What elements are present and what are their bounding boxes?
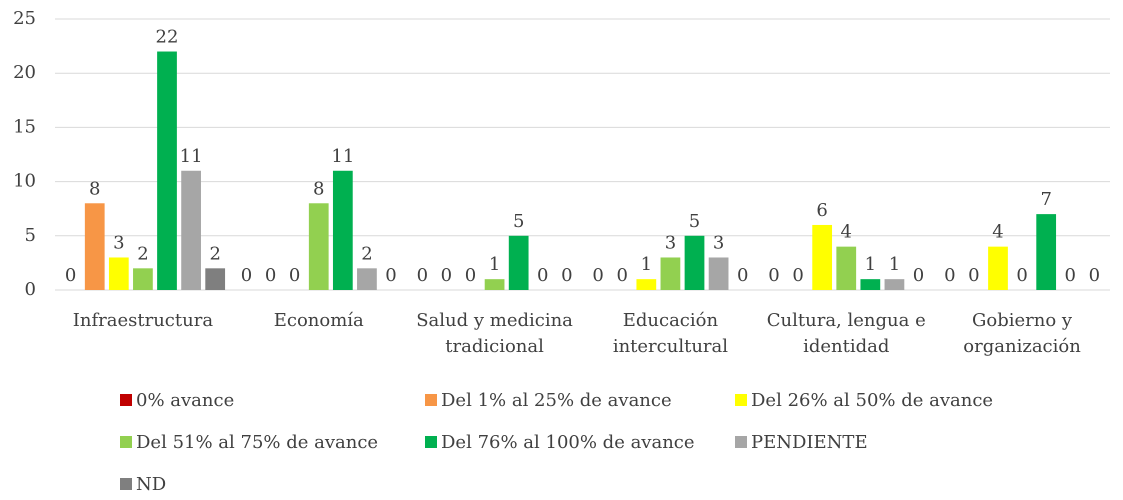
x-tick-label: Economía: [273, 310, 364, 331]
bar: [205, 268, 226, 290]
value-label: 0: [944, 265, 955, 286]
bar: [708, 257, 729, 290]
bar: [636, 279, 657, 290]
value-label: 0: [1089, 265, 1100, 286]
value-label: 2: [137, 243, 148, 264]
value-label: 11: [180, 146, 203, 167]
legend-item: Del 1% al 25% de avance: [425, 386, 735, 414]
value-label: 0: [768, 265, 779, 286]
bar: [84, 203, 105, 290]
bar: [660, 257, 681, 290]
value-label: 4: [992, 222, 1003, 243]
value-label: 0: [465, 265, 476, 286]
legend-swatch: [120, 436, 132, 448]
bar: [308, 203, 329, 290]
y-tick-label: 25: [13, 8, 36, 29]
legend-item: 0% avance: [120, 386, 425, 414]
value-label: 0: [241, 265, 252, 286]
legend-label: Del 76% al 100% de avance: [441, 431, 695, 453]
value-label: 0: [913, 265, 924, 286]
value-label: 0: [737, 265, 748, 286]
value-label: 0: [417, 265, 428, 286]
bar: [684, 235, 705, 290]
value-label: 0: [537, 265, 548, 286]
legend-swatch: [735, 436, 747, 448]
legend-label: Del 51% al 75% de avance: [136, 431, 379, 453]
value-label: 0: [289, 265, 300, 286]
value-label: 0: [385, 265, 396, 286]
legend-label: Del 1% al 25% de avance: [441, 389, 672, 411]
y-tick-label: 20: [13, 62, 36, 83]
bar: [1036, 214, 1057, 290]
legend: 0% avance Del 1% al 25% de avance Del 26% …: [120, 386, 1080, 498]
value-label: 0: [1016, 265, 1027, 286]
value-label: 5: [689, 211, 700, 232]
value-label: 0: [265, 265, 276, 286]
bar: [133, 268, 153, 290]
value-label: 1: [641, 254, 652, 275]
y-tick-label: 5: [25, 225, 36, 246]
bar: [332, 170, 353, 290]
legend-item: Del 51% al 75% de avance: [120, 428, 425, 456]
value-label: 0: [617, 265, 628, 286]
value-label: 5: [513, 211, 524, 232]
bar: [860, 279, 881, 290]
value-label: 1: [865, 254, 876, 275]
bar: [836, 246, 857, 290]
value-label: 2: [361, 243, 372, 264]
legend-swatch: [120, 478, 132, 490]
legend-swatch: [120, 394, 132, 406]
value-label: 11: [331, 146, 354, 167]
x-tick-label: Gobierno y organización: [963, 310, 1081, 357]
value-label: 2: [209, 243, 220, 264]
legend-label: Del 26% al 50% de avance: [751, 389, 994, 411]
legend-label: PENDIENTE: [751, 431, 868, 453]
value-label: 8: [313, 178, 324, 199]
value-label: 1: [889, 254, 900, 275]
legend-label: 0% avance: [136, 389, 235, 411]
value-label: 4: [841, 222, 852, 243]
value-label: 0: [1065, 265, 1076, 286]
value-label: 0: [561, 265, 572, 286]
value-label: 0: [968, 265, 979, 286]
y-tick-label: 0: [25, 279, 36, 300]
legend-item: Del 26% al 50% de avance: [735, 386, 1055, 414]
bar: [988, 246, 1008, 290]
value-label: 3: [713, 232, 724, 253]
bar: [812, 224, 833, 290]
value-label: 6: [816, 200, 827, 221]
value-label: 0: [792, 265, 803, 286]
value-label: 7: [1040, 189, 1051, 210]
bar: [357, 268, 377, 290]
value-label: 3: [113, 232, 124, 253]
x-tick-label: Infraestructura: [72, 310, 214, 331]
x-tick-label: Cultura, lengua e identidad: [766, 310, 926, 357]
bar: [181, 170, 201, 290]
legend-swatch: [735, 394, 747, 406]
bar: [484, 279, 505, 290]
legend-item: Del 76% al 100% de avance: [425, 428, 735, 456]
value-label: 0: [441, 265, 452, 286]
value-label: 0: [592, 265, 603, 286]
legend-label: ND: [136, 473, 167, 495]
y-tick-label: 10: [13, 171, 36, 192]
legend-item: PENDIENTE: [735, 428, 1055, 456]
legend-item: ND: [120, 470, 425, 498]
value-label: 8: [89, 178, 100, 199]
value-label: 3: [665, 232, 676, 253]
legend-swatch: [425, 436, 437, 448]
bar: [508, 235, 529, 290]
x-tick-label: Educación intercultural: [612, 310, 729, 357]
value-label: 0: [65, 265, 76, 286]
bar: [884, 279, 905, 290]
y-tick-label: 15: [13, 116, 36, 137]
bar: [108, 257, 129, 290]
x-tick-label: Salud y medicina tradicional: [416, 310, 573, 357]
legend-swatch: [425, 394, 437, 406]
value-label: 1: [489, 254, 500, 275]
value-label: 22: [156, 27, 179, 48]
bar: [157, 51, 177, 290]
